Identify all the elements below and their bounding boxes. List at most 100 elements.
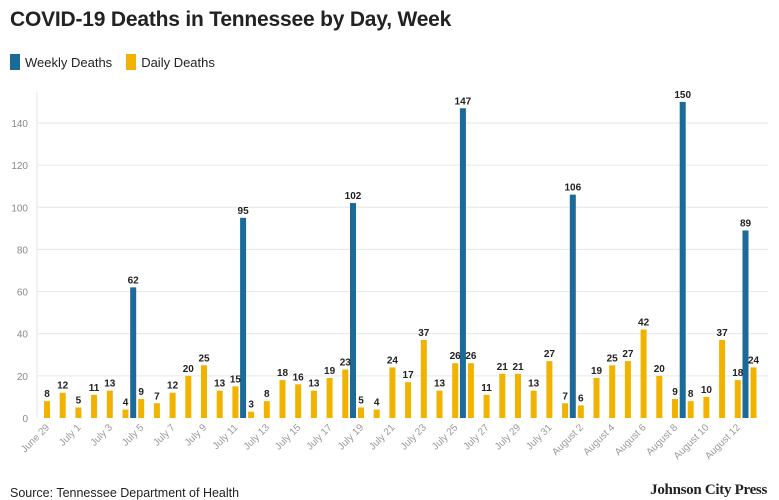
bar-daily-august-9[interactable] — [687, 401, 694, 418]
bar-daily-june-30[interactable] — [59, 392, 66, 418]
bar-daily-july-9[interactable] — [201, 365, 207, 418]
x-tick-label: July 5 — [120, 422, 147, 449]
bar-daily-july-22[interactable] — [405, 382, 412, 418]
bar-daily-august-3[interactable] — [593, 377, 600, 418]
bar-daily-august-5[interactable] — [624, 361, 631, 418]
data-label-weekly: 95 — [238, 206, 250, 217]
bar-daily-july-26[interactable] — [467, 363, 474, 418]
legend-item-weekly[interactable]: Weekly Deaths — [10, 54, 112, 70]
bar-daily-august-1[interactable] — [562, 403, 569, 418]
x-tick-label: July 25 — [430, 422, 460, 452]
data-label-daily: 13 — [528, 379, 540, 390]
bar-daily-july-4[interactable] — [122, 409, 129, 418]
x-tick-label: August 4 — [582, 422, 618, 458]
publisher-logo: Johnson City Press — [650, 482, 767, 498]
bar-daily-july-25[interactable] — [452, 363, 459, 418]
x-tick-label: July 7 — [151, 422, 178, 449]
bar-daily-june-29[interactable] — [44, 401, 50, 418]
data-label-daily: 10 — [701, 385, 713, 396]
source-note: Source: Tennessee Department of Health — [10, 486, 240, 500]
bar-weekly-august-2[interactable] — [569, 194, 576, 418]
bar-daily-august-12[interactable] — [734, 380, 741, 418]
bar-daily-july-13[interactable] — [263, 401, 270, 418]
data-label-daily: 8 — [44, 389, 50, 400]
bar-daily-july-17[interactable] — [326, 377, 333, 418]
data-label-daily: 19 — [324, 366, 336, 377]
data-label-daily: 12 — [57, 381, 69, 392]
gridlines — [36, 92, 768, 418]
bar-daily-august-10[interactable] — [703, 396, 710, 418]
legend-label-daily: Daily Deaths — [141, 54, 215, 70]
bar-daily-july-27[interactable] — [483, 394, 490, 418]
bar-daily-july-30[interactable] — [530, 390, 537, 418]
y-tick-label: 140 — [11, 119, 28, 130]
bar-daily-july-10[interactable] — [216, 390, 223, 418]
data-label-daily: 16 — [293, 372, 305, 383]
y-tick-label: 80 — [17, 245, 29, 256]
legend-item-daily[interactable]: Daily Deaths — [126, 54, 215, 70]
bar-daily-july-1[interactable] — [75, 407, 82, 418]
data-label-daily: 3 — [248, 400, 254, 411]
bar-daily-july-28[interactable] — [499, 373, 506, 418]
bar-weekly-july-5[interactable] — [130, 287, 137, 418]
bar-daily-august-11[interactable] — [719, 340, 726, 418]
bar-daily-july-20[interactable] — [373, 409, 380, 418]
data-label-daily: 4 — [123, 398, 129, 409]
bar-daily-july-7[interactable] — [169, 392, 176, 418]
bar-daily-august-4[interactable] — [609, 365, 616, 418]
data-label-weekly: 147 — [455, 96, 472, 107]
bar-weekly-august-9[interactable] — [679, 101, 686, 418]
bar-daily-july-2[interactable] — [91, 394, 98, 418]
bar-daily-july-29[interactable] — [515, 373, 521, 418]
bar-weekly-july-26[interactable] — [459, 108, 466, 418]
x-tick-label: July 29 — [493, 422, 523, 452]
data-label-daily: 11 — [481, 383, 492, 394]
bar-daily-july-11[interactable] — [232, 386, 239, 418]
x-tick-label: July 23 — [399, 422, 429, 452]
chart-title: COVID-19 Deaths in Tennessee by Day, Wee… — [10, 8, 452, 31]
legend-label-weekly: Weekly Deaths — [25, 54, 113, 70]
bar-daily-july-24[interactable] — [436, 390, 443, 418]
data-label-daily: 23 — [340, 358, 352, 369]
x-tick-label: June 29 — [19, 422, 52, 455]
data-label-daily: 5 — [358, 395, 364, 406]
bar-daily-july-18[interactable] — [342, 369, 349, 418]
data-label-daily: 18 — [277, 368, 289, 379]
data-label-daily: 26 — [465, 351, 477, 362]
data-label-daily: 13 — [308, 379, 320, 390]
bar-daily-july-5[interactable] — [138, 399, 145, 418]
bar-weekly-august-13[interactable] — [742, 230, 749, 418]
x-tick-label: July 9 — [183, 422, 210, 449]
bar-daily-august-13[interactable] — [750, 367, 757, 418]
data-label-daily: 18 — [732, 368, 744, 379]
bar-daily-august-2[interactable] — [577, 405, 584, 418]
data-label-daily: 5 — [76, 395, 82, 406]
data-label-daily: 27 — [622, 349, 634, 360]
data-label-daily: 21 — [497, 362, 509, 373]
bar-daily-july-16[interactable] — [310, 390, 317, 418]
bar-daily-august-6[interactable] — [640, 329, 647, 419]
bar-daily-july-14[interactable] — [279, 380, 286, 418]
data-label-daily: 27 — [544, 349, 556, 360]
legend: Weekly Deaths Daily Deaths — [10, 54, 215, 70]
bar-daily-july-3[interactable] — [106, 390, 113, 418]
bar-weekly-july-12[interactable] — [240, 217, 247, 418]
bar-daily-august-8[interactable] — [672, 399, 678, 418]
bar-weekly-july-19[interactable] — [350, 203, 356, 418]
bar-daily-july-21[interactable] — [389, 367, 396, 418]
bar-daily-july-15[interactable] — [295, 384, 302, 418]
bar-daily-august-7[interactable] — [656, 375, 663, 418]
data-label-daily: 42 — [638, 318, 650, 329]
bars — [44, 101, 757, 419]
bar-daily-july-23[interactable] — [420, 340, 427, 418]
data-label-daily: 25 — [198, 353, 210, 364]
y-tick-label: 20 — [17, 372, 29, 383]
legend-swatch-daily — [126, 54, 137, 70]
bar-daily-july-12[interactable] — [248, 411, 255, 418]
bar-daily-july-6[interactable] — [153, 403, 160, 418]
bar-daily-july-19[interactable] — [358, 407, 364, 418]
bar-daily-july-31[interactable] — [546, 361, 553, 418]
x-tick-label: July 31 — [524, 422, 554, 452]
bar-daily-july-8[interactable] — [185, 375, 192, 418]
